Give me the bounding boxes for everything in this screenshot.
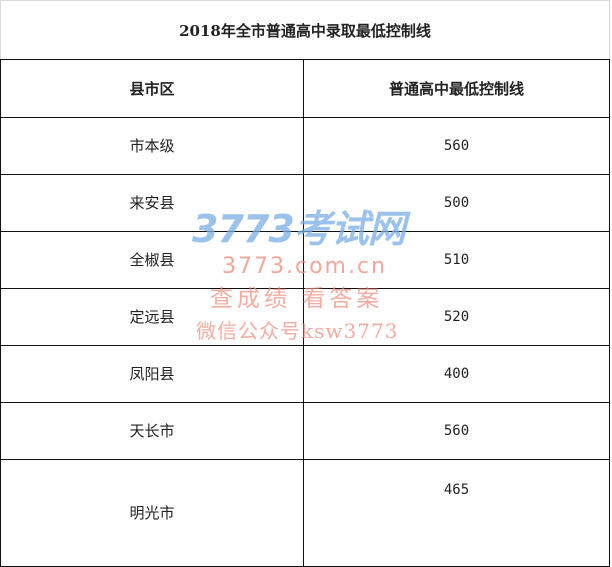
table-row: 市本级 560 [0,117,610,175]
header-score: 普通高中最低控制线 [303,59,610,118]
header-area: 县市区 [0,59,304,118]
score-cell: 500 [303,174,610,232]
area-cell: 全椒县 [0,231,304,289]
table-row: 来安县 500 [0,174,610,232]
area-cell: 来安县 [0,174,304,232]
table-row: 定远县 520 [0,288,610,346]
score-cell: 465 [303,459,610,567]
area-cell: 凤阳县 [0,345,304,403]
table-title: 2018年全市普通高中录取最低控制线 [0,0,610,60]
header-row: 县市区 普通高中最低控制线 [0,59,610,118]
area-cell: 定远县 [0,288,304,346]
area-cell: 市本级 [0,117,304,175]
table-row: 凤阳县 400 [0,345,610,403]
score-cell: 400 [303,345,610,403]
area-cell: 明光市 [0,459,304,567]
score-cell: 560 [303,402,610,460]
table-row: 天长市 560 [0,402,610,460]
score-cell: 560 [303,117,610,175]
score-cell: 510 [303,231,610,289]
table-row: 明光市 465 [0,459,610,567]
area-cell: 天长市 [0,402,304,460]
score-table: 县市区 普通高中最低控制线 市本级 560 来安县 500 全椒县 510 定远县 52… [0,59,610,567]
table-row: 全椒县 510 [0,231,610,289]
score-cell: 520 [303,288,610,346]
